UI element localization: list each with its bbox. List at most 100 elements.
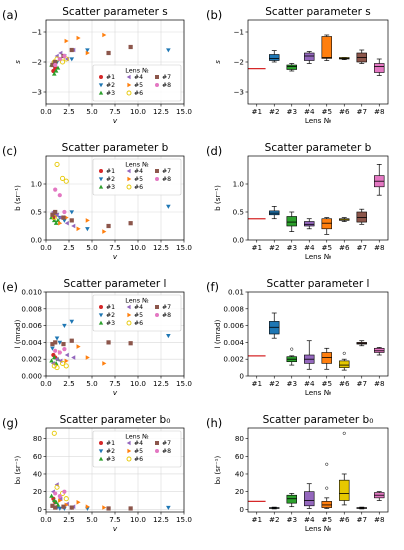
box-5 xyxy=(321,34,332,61)
legend-label: #1 xyxy=(106,304,115,311)
data-point xyxy=(61,504,66,509)
data-point xyxy=(58,498,63,503)
x-tick-label: 15.0 xyxy=(176,107,192,116)
box-3 xyxy=(286,63,297,72)
legend-marker xyxy=(98,90,104,95)
box-7 xyxy=(356,208,367,225)
y-tick-label: −1 xyxy=(31,28,42,37)
box-6 xyxy=(339,431,350,506)
x-tick-label: 7.5 xyxy=(109,243,120,252)
y-tick-label: 0 xyxy=(239,505,244,514)
box-2 xyxy=(269,312,280,339)
legend-label: #3 xyxy=(106,90,115,97)
x-tick-label: 12.5 xyxy=(153,243,169,252)
data-point xyxy=(69,338,74,343)
data-point xyxy=(60,360,66,366)
y-tick-label: 20 xyxy=(235,487,245,496)
legend-label: #4 xyxy=(134,440,143,447)
x-axis-label: Lens № xyxy=(305,252,332,261)
x-tick-label: #7 xyxy=(356,107,367,116)
x-tick-label: #4 xyxy=(304,107,315,116)
x-tick-label: #7 xyxy=(356,515,367,524)
legend-title: Lens № xyxy=(125,67,148,75)
y-tick-label: 40 xyxy=(33,469,43,478)
outlier xyxy=(325,486,329,490)
data-point xyxy=(69,218,74,223)
box-body xyxy=(321,36,332,59)
x-tick-label: 2.5 xyxy=(63,107,74,116)
y-axis-label: l (mrad) xyxy=(213,319,222,348)
data-point xyxy=(57,193,62,198)
legend-frame xyxy=(92,158,182,196)
box-body xyxy=(321,352,332,364)
box-body xyxy=(374,347,385,353)
x-tick-label: #3 xyxy=(286,515,297,524)
data-point xyxy=(71,355,76,360)
y-axis-label: s xyxy=(213,60,222,64)
y-tick-label: 0.000 xyxy=(21,372,42,381)
legend-marker xyxy=(126,304,131,310)
y-tick-label: −3 xyxy=(31,88,42,97)
y-tick-label: 0.004 xyxy=(21,338,42,347)
x-tick-label: 15.0 xyxy=(176,515,192,524)
legend-label: #3 xyxy=(106,184,115,191)
box-7 xyxy=(356,49,367,64)
data-point xyxy=(102,32,107,38)
panel-label: (d) xyxy=(206,144,222,158)
x-tick-label: 0.0 xyxy=(40,107,52,116)
box-3 xyxy=(286,347,297,366)
x-tick-label: #6 xyxy=(339,243,350,252)
x-tick-label: #4 xyxy=(304,515,315,524)
data-point xyxy=(102,229,107,234)
x-tick-label: #8 xyxy=(374,243,385,252)
data-point xyxy=(106,223,111,229)
data-point xyxy=(106,340,111,345)
data-point xyxy=(57,506,63,511)
legend: Lens № #1#2#3 #4#5#6 #7#8 xyxy=(92,158,182,196)
data-point xyxy=(55,217,61,223)
legend-marker xyxy=(127,176,132,182)
x-tick-label: #7 xyxy=(356,379,367,388)
legend-label: #7 xyxy=(162,440,171,447)
box-6 xyxy=(339,351,350,371)
data-point xyxy=(85,50,90,56)
box-8 xyxy=(374,58,385,76)
data-point xyxy=(53,187,58,192)
panel-f: (f) Scatter parameter l #1 #2 #3 #4 #5 #6 #7 #8 Le… xyxy=(206,278,389,397)
outlier xyxy=(342,351,346,355)
legend-marker xyxy=(126,90,132,96)
x-axis-label: Lens № xyxy=(305,388,332,397)
legend-label: #4 xyxy=(134,304,143,311)
legend-marker xyxy=(99,305,103,309)
box-4 xyxy=(304,218,315,230)
plot-frame xyxy=(247,155,389,241)
legend-marker xyxy=(126,320,132,326)
legend-label: #2 xyxy=(106,82,115,89)
data-point xyxy=(57,493,62,499)
data-point xyxy=(69,47,74,53)
box-body xyxy=(356,211,367,223)
plot-frame xyxy=(45,291,185,377)
legend-label: #6 xyxy=(134,90,143,97)
data-point xyxy=(54,336,60,341)
box-2 xyxy=(269,506,280,510)
data-point xyxy=(53,505,58,510)
legend-label: #2 xyxy=(106,448,115,455)
data-point xyxy=(57,340,63,345)
x-tick-label: #3 xyxy=(286,379,297,388)
data-point xyxy=(76,499,81,505)
legend-marker xyxy=(98,320,104,325)
legend-label: #8 xyxy=(162,176,171,183)
y-tick-label: −2 xyxy=(233,58,244,67)
box-body xyxy=(339,360,350,368)
box-body xyxy=(374,63,385,73)
data-point xyxy=(50,62,55,68)
y-tick-label: 0.002 xyxy=(21,355,42,364)
data-point xyxy=(128,221,133,226)
legend-label: #6 xyxy=(134,184,143,191)
panel-a: (a) Scatter parameter s 0.0 2.5 5.0 7.5 10.0 12… xyxy=(2,6,192,125)
x-tick-label: #6 xyxy=(339,515,350,524)
x-tick-label: #7 xyxy=(356,243,367,252)
panel-label: (g) xyxy=(2,416,18,430)
x-tick-label: 15.0 xyxy=(176,243,192,252)
